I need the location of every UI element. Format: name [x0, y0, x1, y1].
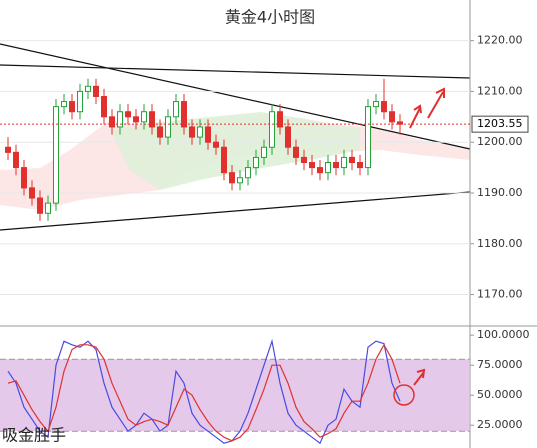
candle-body [77, 90, 83, 113]
candle-body [293, 146, 299, 158]
candle-body [141, 111, 147, 123]
candle-body [285, 126, 291, 148]
stochastic-line [7, 343, 401, 442]
candle-body [237, 177, 243, 184]
chart-title: 黄金4小时图 [225, 8, 315, 27]
candle-body [21, 167, 27, 189]
y-tick-label: 1180.00 [477, 237, 523, 250]
candle-body [317, 167, 323, 174]
candle-body [277, 111, 283, 128]
candle-body [157, 126, 163, 138]
candle-body [349, 156, 355, 163]
candle-body [221, 146, 227, 174]
candle-body [29, 187, 35, 199]
y-tick-label: 50.0000 [477, 388, 523, 401]
candle-body [173, 101, 179, 118]
candle-body [301, 156, 307, 163]
candle-body [181, 101, 187, 128]
candle-body [253, 156, 259, 169]
candle-body [325, 162, 331, 174]
candle-body [101, 95, 107, 118]
candle-body [261, 146, 267, 158]
candle-body [61, 101, 67, 108]
trend-lines [0, 43, 471, 231]
candle-body [205, 126, 211, 143]
annotations [393, 87, 445, 406]
candle-body [357, 162, 363, 169]
candle-body [269, 111, 275, 148]
candle-body [245, 167, 251, 179]
ichimoku-cloud [0, 112, 470, 210]
y-tick-label: 1200.00 [477, 135, 523, 148]
candle-body [109, 116, 115, 128]
stochastic-line [7, 338, 401, 445]
y-tick-label: 75.0000 [477, 358, 523, 371]
candle-body [213, 141, 219, 148]
candle-body [93, 85, 99, 97]
candle-body [45, 202, 51, 214]
candle-body [341, 156, 347, 169]
y-tick-label: 1190.00 [477, 186, 523, 199]
candle-body [117, 111, 123, 128]
candle-body [389, 111, 395, 123]
y-tick-label: 1220.00 [477, 34, 523, 47]
candle-body [85, 85, 91, 92]
candle-body [125, 111, 131, 118]
candle-body [133, 116, 139, 123]
candle-body [197, 126, 203, 138]
candle-body [69, 101, 75, 113]
candle-body [165, 116, 171, 138]
candle-body [373, 101, 379, 108]
y-tick-label: 1170.00 [477, 288, 523, 301]
y-tick-label: 25.0000 [477, 418, 523, 431]
watermark: 吸金胜手 [2, 426, 66, 445]
candle-body [365, 106, 371, 169]
y-tick-label: 1210.00 [477, 84, 523, 97]
last-price-box [471, 115, 529, 133]
candle-body [149, 111, 155, 128]
candle-body [309, 162, 315, 169]
candle-body [189, 126, 195, 138]
candle-body [333, 162, 339, 169]
candle-body [13, 151, 19, 169]
candle-body [37, 197, 43, 214]
candle-body [229, 172, 235, 184]
last-price-label: 1203.55 [477, 117, 523, 130]
y-tick-label: 100.0000 [477, 328, 530, 341]
candle-body [381, 101, 387, 113]
candle-body [5, 146, 11, 153]
candle-body [53, 106, 59, 204]
overbought-band [0, 359, 470, 432]
